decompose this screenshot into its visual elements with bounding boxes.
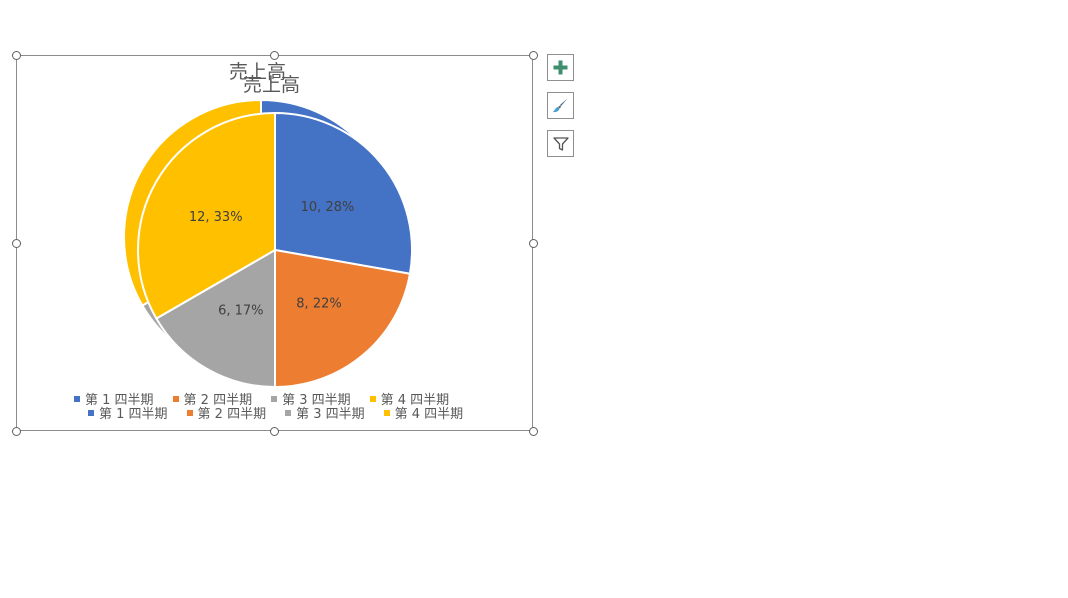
resize-handle-right[interactable] [529, 239, 538, 248]
data-label[interactable]: 10, 28% [301, 200, 355, 215]
legend-label: 第 2 四半期 [197, 407, 267, 422]
chart-title-ghost[interactable]: 売上高 [229, 61, 287, 83]
legend-ghost[interactable]: 第 1 四半期 第 2 四半期 第 3 四半期 第 4 四半期 [74, 389, 468, 408]
legend-label: 第 4 四半期 [380, 393, 450, 408]
legend-item: 第 1 四半期 [88, 403, 168, 422]
chart-elements-button[interactable] [547, 54, 574, 81]
filter-icon [552, 136, 569, 151]
slice[interactable] [274, 248, 412, 389]
slice[interactable] [274, 111, 413, 275]
slice[interactable] [137, 111, 276, 320]
legend-swatch [74, 395, 80, 402]
legend-label: 第 1 四半期 [99, 407, 168, 422]
resize-handle-top-left[interactable] [12, 51, 21, 60]
legend-swatch [172, 395, 179, 402]
chart-filters-button[interactable] [547, 130, 574, 157]
resize-handle-top-right[interactable] [529, 51, 538, 60]
legend-label: 第 3 四半期 [296, 407, 365, 422]
brush-icon [553, 98, 568, 113]
legend-label: 第 1 四半期 [85, 393, 154, 408]
data-label[interactable]: 6, 17% [218, 303, 263, 318]
legend-item: 第 2 四半期 [186, 403, 267, 422]
legend-label: 第 3 四半期 [282, 393, 351, 408]
legend[interactable]: 第 1 四半期 第 2 四半期 第 3 四半期 第 4 四半期 [88, 403, 482, 422]
legend-item: 第 1 四半期 [74, 389, 154, 408]
legend-swatch [383, 409, 390, 416]
legend-item: 第 4 四半期 [369, 389, 450, 408]
chart-styles-button[interactable] [547, 92, 574, 119]
legend-swatch [271, 395, 278, 402]
chart-title[interactable]: 売上高 [243, 74, 301, 96]
legend-swatch [88, 409, 94, 416]
resize-handle-bottom-right[interactable] [529, 427, 538, 436]
legend-label: 第 2 四半期 [183, 393, 253, 408]
legend-item: 第 3 四半期 [271, 389, 351, 408]
resize-handle-bottom[interactable] [270, 427, 279, 436]
legend-label: 第 4 四半期 [394, 407, 464, 422]
resize-handle-top[interactable] [270, 51, 279, 60]
legend-item: 第 2 四半期 [172, 389, 253, 408]
slice[interactable] [154, 248, 276, 389]
legend-item: 第 3 四半期 [285, 403, 365, 422]
resize-handle-left[interactable] [12, 239, 21, 248]
data-label[interactable]: 8, 22% [296, 297, 341, 312]
plus-icon [553, 60, 568, 75]
data-label[interactable]: 12, 33% [189, 210, 243, 225]
legend-swatch [285, 409, 292, 416]
legend-item: 第 4 四半期 [383, 403, 464, 422]
legend-swatch [369, 395, 376, 402]
legend-swatch [186, 409, 193, 416]
resize-handle-bottom-left[interactable] [12, 427, 21, 436]
